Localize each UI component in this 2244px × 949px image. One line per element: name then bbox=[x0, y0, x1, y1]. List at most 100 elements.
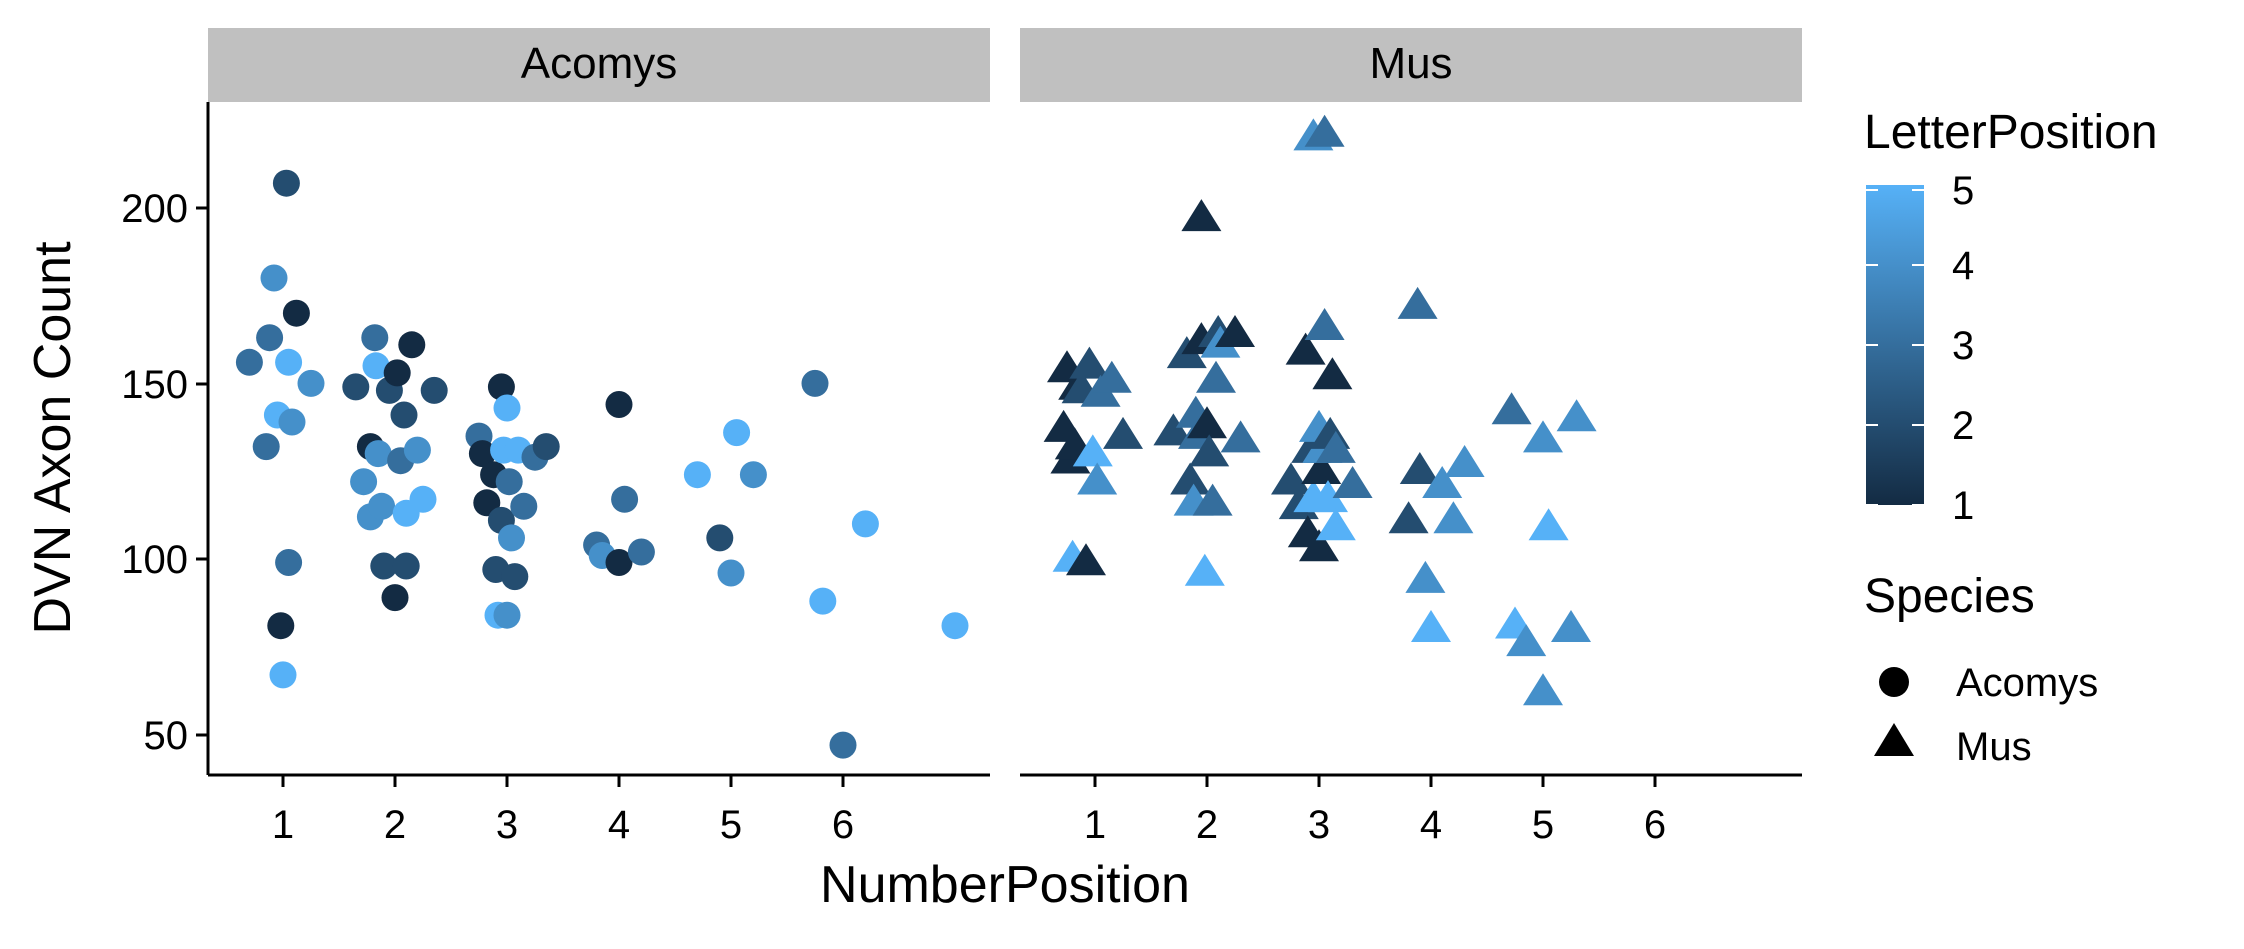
data-point-circle bbox=[383, 359, 411, 387]
data-point-circle bbox=[362, 352, 390, 380]
data-point-circle bbox=[605, 391, 633, 418]
data-point-circle bbox=[364, 440, 392, 468]
data-point-circle bbox=[350, 468, 378, 496]
legend-label-mus: Mus bbox=[1956, 725, 2032, 769]
data-point-circle bbox=[809, 587, 837, 615]
data-point-circle bbox=[275, 549, 303, 576]
facet-strip-mus bbox=[1020, 28, 1802, 102]
data-point-triangle bbox=[1315, 508, 1356, 541]
data-point-circle bbox=[252, 433, 280, 461]
data-point-circle bbox=[267, 612, 295, 640]
data-point-circle bbox=[498, 524, 525, 552]
data-point-triangle bbox=[1405, 560, 1446, 593]
shape-legend: Species Acomys Mus bbox=[1864, 570, 2098, 769]
x-tick-label: 6 bbox=[832, 803, 854, 847]
data-point-circle bbox=[272, 169, 300, 197]
data-point-circle bbox=[390, 401, 418, 429]
data-point-circle bbox=[297, 369, 325, 397]
data-point-triangle bbox=[1388, 501, 1429, 534]
data-point-circle bbox=[235, 348, 263, 376]
data-point-circle bbox=[282, 299, 310, 327]
data-point-circle bbox=[392, 552, 420, 580]
x-tick-label: 3 bbox=[1308, 803, 1330, 847]
data-point-circle bbox=[487, 373, 515, 401]
color-legend-ticks: 1 2 3 4 5 bbox=[1866, 169, 1974, 528]
y-axis-title: DVN Axon Count bbox=[24, 241, 82, 635]
data-point-circle bbox=[370, 552, 398, 580]
data-point-triangle bbox=[1066, 543, 1106, 576]
colorbar-tick-label: 3 bbox=[1952, 324, 1974, 368]
data-point-circle bbox=[368, 492, 396, 520]
shape-legend-title: Species bbox=[1864, 570, 2035, 623]
data-point-circle bbox=[493, 601, 521, 629]
data-point-triangle bbox=[1220, 420, 1261, 453]
data-point-triangle bbox=[1091, 360, 1132, 393]
data-point-circle bbox=[717, 559, 745, 587]
x-tick-label: 6 bbox=[1644, 803, 1666, 847]
data-point-circle bbox=[420, 376, 448, 404]
data-point-triangle bbox=[1192, 483, 1233, 516]
x-axis-ticks-acomys: 1 2 3 4 5 6 bbox=[272, 775, 854, 847]
data-point-circle bbox=[381, 584, 409, 612]
data-point-triangle bbox=[1332, 466, 1373, 498]
data-point-triangle bbox=[1077, 462, 1118, 495]
data-point-triangle bbox=[1153, 413, 1194, 446]
colorbar-tick-label: 5 bbox=[1952, 169, 1974, 213]
data-point-circle bbox=[739, 461, 767, 489]
data-point-triangle bbox=[1187, 406, 1227, 439]
points-mus bbox=[1043, 114, 1597, 706]
data-point-circle bbox=[493, 394, 521, 422]
data-point-circle bbox=[495, 468, 523, 496]
data-point-circle bbox=[801, 369, 829, 397]
color-legend-title: LetterPosition bbox=[1864, 106, 2158, 159]
data-point-circle bbox=[501, 563, 529, 591]
data-point-triangle bbox=[1304, 308, 1345, 340]
x-tick-label: 1 bbox=[1084, 803, 1106, 847]
color-legend: LetterPosition 1 2 3 4 5 bbox=[1864, 106, 2158, 528]
data-point-circle bbox=[510, 492, 538, 520]
points-acomys bbox=[235, 169, 969, 759]
y-tick-label: 100 bbox=[121, 538, 188, 582]
data-point-circle bbox=[468, 440, 496, 468]
data-point-triangle bbox=[1189, 434, 1230, 467]
x-axis-title: NumberPosition bbox=[820, 856, 1190, 914]
x-tick-label: 2 bbox=[384, 803, 406, 847]
facet-label-mus: Mus bbox=[1369, 39, 1452, 88]
data-point-triangle bbox=[1551, 610, 1591, 642]
data-point-triangle bbox=[1491, 392, 1532, 425]
x-tick-label: 5 bbox=[720, 803, 742, 847]
data-point-triangle bbox=[1285, 332, 1326, 365]
data-point-circle bbox=[627, 538, 655, 566]
data-point-triangle bbox=[1170, 462, 1211, 495]
data-point-triangle bbox=[1523, 420, 1563, 453]
data-point-circle bbox=[256, 324, 284, 352]
data-point-circle bbox=[275, 348, 303, 376]
y-tick-label: 150 bbox=[121, 363, 188, 407]
data-point-triangle bbox=[1506, 624, 1547, 657]
data-point-triangle bbox=[1523, 673, 1563, 706]
data-point-circle bbox=[342, 373, 370, 401]
data-point-triangle bbox=[1411, 610, 1451, 642]
y-tick-label: 200 bbox=[121, 187, 188, 231]
data-point-triangle bbox=[1399, 452, 1440, 484]
data-point-circle bbox=[851, 510, 879, 538]
data-point-triangle bbox=[1315, 430, 1356, 463]
data-point-triangle bbox=[1299, 529, 1339, 562]
facet-strip-acomys bbox=[208, 28, 990, 102]
data-point-circle bbox=[361, 324, 389, 352]
data-point-circle bbox=[398, 331, 426, 359]
data-point-circle bbox=[829, 731, 857, 759]
data-point-circle bbox=[723, 419, 751, 447]
data-point-triangle bbox=[1528, 508, 1569, 541]
data-point-circle bbox=[278, 408, 306, 436]
y-axis-ticks: 50 100 150 200 bbox=[121, 187, 208, 758]
data-point-triangle bbox=[1308, 480, 1348, 513]
data-point-triangle bbox=[1196, 360, 1236, 393]
data-point-triangle bbox=[1304, 114, 1345, 147]
data-point-triangle bbox=[1301, 452, 1342, 484]
x-tick-label: 1 bbox=[272, 803, 294, 847]
data-point-circle bbox=[260, 264, 288, 292]
data-point-circle bbox=[409, 485, 437, 513]
data-point-circle bbox=[403, 436, 431, 464]
legend-label-acomys: Acomys bbox=[1956, 661, 2098, 705]
